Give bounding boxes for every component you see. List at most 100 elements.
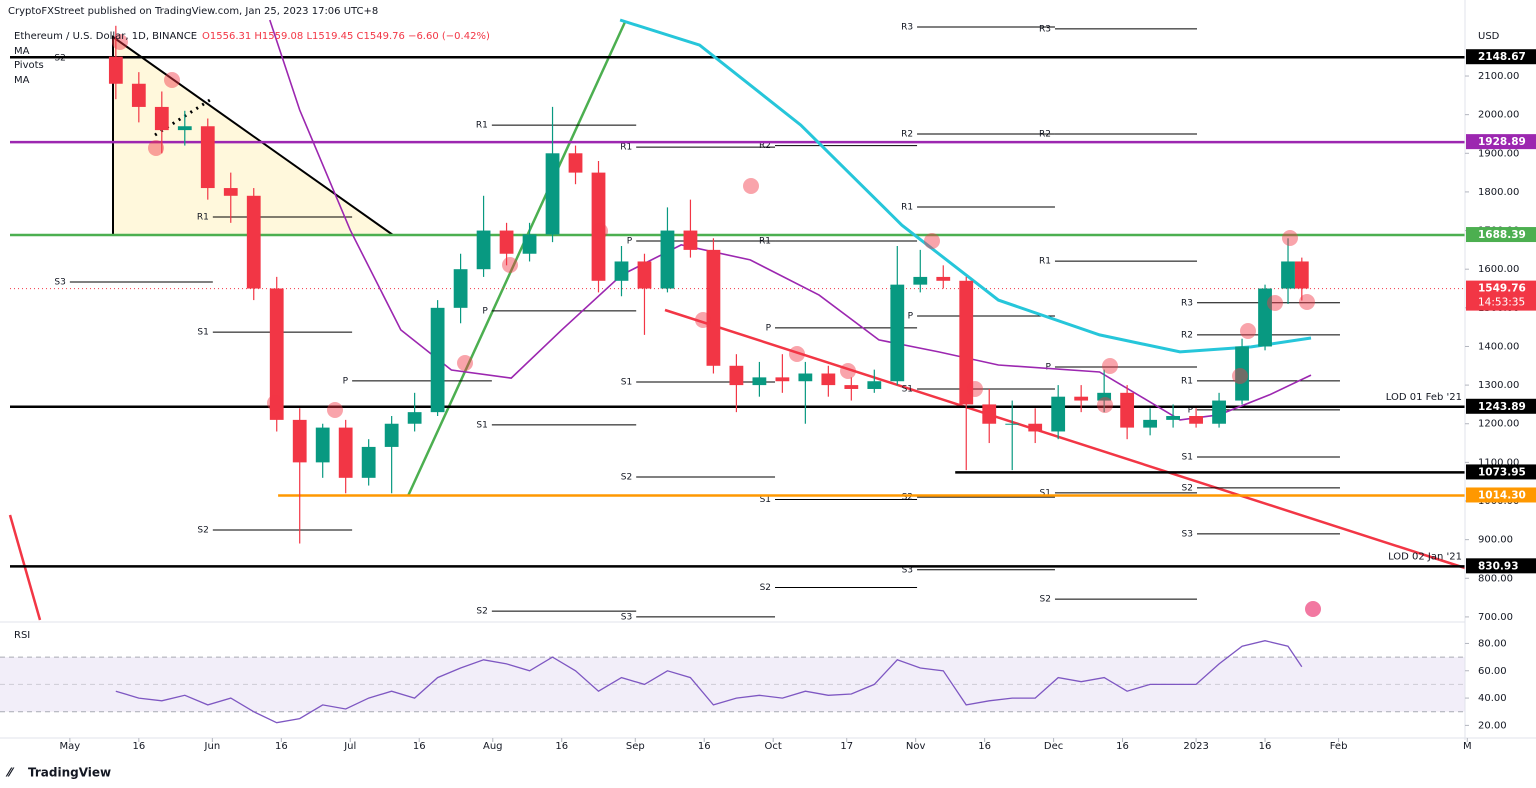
rsi-tick-label: 20.00 [1478, 720, 1507, 731]
pivot-label: S2 [476, 607, 487, 617]
candle-body [637, 261, 652, 289]
level-tag [1466, 134, 1536, 150]
candle-body [821, 373, 836, 386]
pivot-label: S3 [1182, 529, 1193, 539]
pivot-label: S2 [1040, 595, 1051, 605]
pivot-label: S2 [902, 493, 913, 503]
x-tick-label: 16 [413, 741, 426, 752]
candle-body [200, 126, 215, 189]
y-tick-label: 2000.00 [1478, 110, 1519, 121]
candle-body [338, 427, 353, 478]
y-tick-label: 1400.00 [1478, 341, 1519, 352]
pivot-label: P [343, 376, 349, 386]
pivot-label: P [1046, 362, 1052, 372]
logo-mark: ⁄⁄ [5, 766, 15, 780]
x-tick-label: 16 [698, 741, 711, 752]
rsi-title: RSI [14, 630, 30, 641]
level-label: 1073.95 [1478, 466, 1526, 478]
y-tick-label: 2100.00 [1478, 71, 1519, 82]
level-tag [1466, 398, 1536, 414]
moving-average [619, 18, 1312, 354]
candle-body [982, 404, 997, 424]
candle-body [1235, 346, 1249, 401]
x-tick-label: 2023 [1183, 741, 1208, 752]
y-tick-label: 700.00 [1478, 612, 1513, 623]
pivot-label: S1 [902, 384, 913, 394]
level-label: 1928.89 [1478, 136, 1526, 148]
rsi-band [0, 657, 1465, 712]
y-tick-label: 1800.00 [1478, 187, 1519, 198]
pivot-label: S2 [1182, 483, 1193, 493]
legend-entry: Pivots [14, 60, 44, 71]
countdown: 14:53:35 [1478, 297, 1525, 309]
x-tick-label: Jul [343, 741, 356, 752]
symbol: Ethereum / U.S. Dollar, 1D, BINANCE [14, 31, 197, 42]
pivot-label: R2 [759, 141, 771, 151]
highlight-circles [112, 34, 1315, 418]
candle-body [315, 427, 330, 463]
candle-body [1005, 423, 1020, 425]
x-tick-label: Oct [765, 741, 782, 752]
x-tick-label: 16 [132, 741, 145, 752]
x-tick-label: Feb [1330, 741, 1348, 752]
x-tick-label: 16 [1259, 741, 1272, 752]
pivot-label: R1 [1181, 376, 1193, 386]
candle-body [614, 261, 629, 281]
candle-body [660, 230, 675, 289]
y-tick-label: 1600.00 [1478, 264, 1519, 275]
pivot-label: R3 [1181, 298, 1193, 308]
candle-body [1281, 261, 1295, 289]
level-tag [1466, 464, 1536, 480]
candle-body [476, 230, 491, 270]
candle-body [890, 284, 905, 382]
pivot-label: R1 [197, 213, 209, 223]
candle-body [453, 269, 468, 308]
candle-body [798, 373, 813, 382]
pivot-label: S2 [621, 473, 632, 483]
pivot-label: S1 [197, 328, 208, 338]
y-tick-label: 900.00 [1478, 535, 1513, 546]
candle-body [223, 188, 238, 196]
candle-body [1097, 392, 1112, 401]
candle-body [499, 230, 514, 254]
candle-body [591, 172, 606, 281]
trend-line [664, 308, 1466, 570]
pivot-label: R1 [901, 202, 913, 212]
x-tick-label: Dec [1044, 741, 1063, 752]
candle-body [545, 153, 560, 235]
rsi-tick-label: 80.00 [1478, 638, 1507, 649]
candle-body [108, 56, 123, 84]
level-label: 1688.39 [1478, 229, 1526, 241]
candle-body [1212, 400, 1226, 424]
pivot-label: S1 [1182, 452, 1193, 462]
candle-body [568, 153, 583, 173]
footer-logo: TradingView [28, 766, 111, 780]
x-tick-label: 17 [840, 741, 853, 752]
candle-body [246, 195, 261, 289]
candle-body [959, 280, 974, 405]
candle-body [1074, 396, 1089, 401]
candle-body [867, 381, 882, 389]
pivot-label: R3 [901, 22, 913, 32]
candle-body [361, 446, 376, 478]
pivot-label: R2 [1039, 129, 1051, 139]
pivot-label: R2 [1181, 330, 1193, 340]
candle-body [1189, 416, 1203, 424]
trend-line [406, 21, 627, 497]
candle-body [729, 365, 744, 386]
candle-body [1051, 396, 1066, 432]
ohlc: O1556.31 H1559.08 L1519.45 C1549.76 −6.6… [202, 31, 490, 42]
pivot-label: P [766, 323, 772, 333]
y-tick-label: 1100.00 [1478, 457, 1519, 468]
candle-body [1166, 416, 1180, 420]
level-tag [1466, 280, 1536, 311]
x-tick-label: 16 [275, 741, 288, 752]
pivot-label: P [627, 236, 633, 246]
plot: S2 S3 R1 S1 S2 P R1 P S1 S2 R1 P S1 S2 S3 R2 R1 P S1 S2 R3 R2… [0, 18, 1465, 724]
candle-body [384, 423, 399, 447]
level-label: 1014.30 [1478, 489, 1526, 501]
level-tag [1466, 487, 1536, 503]
level-note: LOD 01 Feb '21 [1386, 392, 1462, 403]
pivot-label: R1 [620, 143, 632, 153]
level-label: 830.93 [1478, 560, 1519, 572]
